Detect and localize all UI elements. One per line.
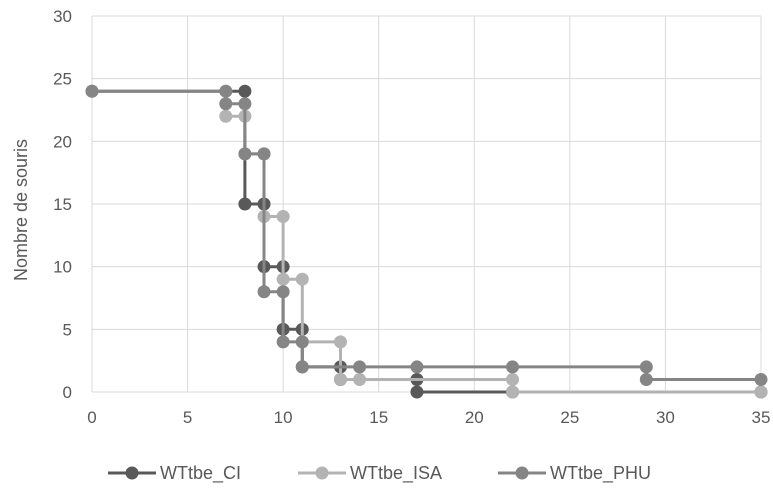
data-point-WTtbe_PHU-14 xyxy=(639,360,653,374)
data-point-WTtbe_PHU-7 xyxy=(276,285,290,299)
y-tick-label: 30 xyxy=(53,7,72,26)
data-point-WTtbe_PHU-16 xyxy=(754,372,768,386)
data-point-WTtbe_CI-2 xyxy=(238,197,252,211)
y-tick-label: 25 xyxy=(53,70,72,89)
legend-item-WTtbe_CI: WTtbe_CI xyxy=(108,463,241,484)
legend-swatch-marker xyxy=(125,466,139,480)
data-point-WTtbe_PHU-8 xyxy=(276,335,290,349)
data-point-WTtbe_PHU-15 xyxy=(639,372,653,386)
data-point-WTtbe_PHU-12 xyxy=(410,360,424,374)
x-axis-tick-labels: 0 5 10 15 20 25 30 35 xyxy=(87,408,770,427)
data-point-WTtbe_PHU-9 xyxy=(295,335,309,349)
series-line-WTtbe_ISA xyxy=(92,89,761,394)
y-tick-label: 15 xyxy=(53,195,72,214)
x-tick-label: 35 xyxy=(752,408,771,427)
series-WTtbe_PHU xyxy=(85,84,768,386)
legend-item-WTtbe_PHU: WTtbe_PHU xyxy=(498,463,651,484)
legend-label: WTtbe_PHU xyxy=(550,463,651,484)
data-point-WTtbe_ISA-12 xyxy=(333,372,347,386)
legend: WTtbe_CI WTtbe_ISA WTtbe_PHU xyxy=(108,463,651,484)
y-tick-label: 5 xyxy=(63,320,72,339)
data-point-WTtbe_PHU-4 xyxy=(238,147,252,161)
data-point-WTtbe_PHU-6 xyxy=(257,285,271,299)
y-axis-title: Nombre de souris xyxy=(11,139,31,281)
data-point-WTtbe_ISA-16 xyxy=(754,385,768,399)
x-tick-label: 10 xyxy=(274,408,293,427)
y-tick-label: 10 xyxy=(53,258,72,277)
data-point-WTtbe_ISA-14 xyxy=(506,372,520,386)
y-tick-label: 20 xyxy=(53,132,72,151)
legend-swatch-marker xyxy=(315,466,329,480)
data-point-WTtbe_PHU-13 xyxy=(506,360,520,374)
series-line-WTtbe_CI xyxy=(92,89,761,394)
data-point-WTtbe_CI-1 xyxy=(238,84,252,98)
data-point-WTtbe_PHU-1 xyxy=(219,84,233,98)
data-point-WTtbe_PHU-0 xyxy=(85,84,99,98)
data-point-WTtbe_ISA-13 xyxy=(353,372,367,386)
y-axis-tick-labels: 0 5 10 15 20 25 30 xyxy=(53,7,72,402)
data-point-WTtbe_PHU-2 xyxy=(219,97,233,111)
data-point-WTtbe_ISA-8 xyxy=(276,272,290,286)
x-tick-label: 5 xyxy=(183,408,192,427)
legend-item-WTtbe_ISA: WTtbe_ISA xyxy=(298,463,442,484)
legend-label: WTtbe_CI xyxy=(160,463,241,484)
y-tick-label: 0 xyxy=(63,383,72,402)
legend-swatch-marker xyxy=(515,466,529,480)
data-point-WTtbe_ISA-15 xyxy=(506,385,520,399)
legend-label: WTtbe_ISA xyxy=(350,463,442,484)
x-tick-label: 25 xyxy=(560,408,579,427)
data-point-WTtbe_PHU-5 xyxy=(257,147,271,161)
data-point-WTtbe_ISA-7 xyxy=(276,210,290,224)
data-point-WTtbe_ISA-2 xyxy=(219,109,233,123)
series-line-WTtbe_PHU xyxy=(92,89,761,381)
grid-lines xyxy=(91,15,762,393)
series-group xyxy=(85,84,768,399)
x-tick-label: 30 xyxy=(656,408,675,427)
x-tick-label: 20 xyxy=(465,408,484,427)
data-point-WTtbe_CI-12 xyxy=(410,385,424,399)
x-tick-label: 15 xyxy=(369,408,388,427)
data-point-WTtbe_PHU-3 xyxy=(238,97,252,111)
data-point-WTtbe_PHU-10 xyxy=(295,360,309,374)
data-point-WTtbe_PHU-11 xyxy=(353,360,367,374)
data-point-WTtbe_ISA-9 xyxy=(295,272,309,286)
x-tick-label: 0 xyxy=(87,408,96,427)
data-point-WTtbe_ISA-11 xyxy=(333,335,347,349)
